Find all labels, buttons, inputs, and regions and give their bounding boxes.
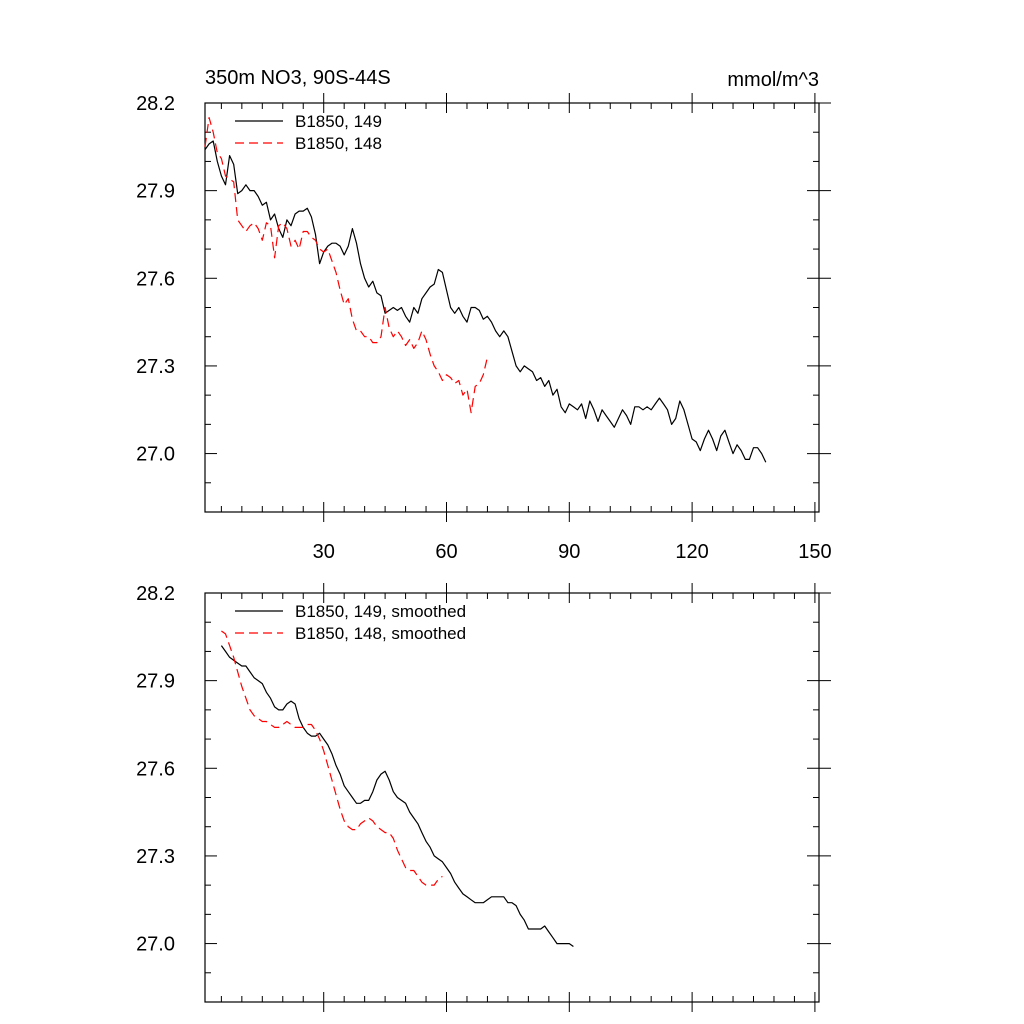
x-tick-label: 60 — [435, 541, 457, 563]
legend-label-1: B1850, 149 — [295, 112, 382, 131]
y-tick-label: 28.2 — [136, 583, 175, 605]
x-tick-label: 120 — [675, 541, 708, 563]
figure-title: 350m NO3, 90S-44S — [205, 67, 391, 89]
y-tick-label: 27.0 — [136, 444, 175, 466]
units-label: mmol/m^3 — [727, 69, 819, 91]
x-tick-label: 30 — [313, 541, 335, 563]
series-line-1 — [220, 645, 574, 947]
y-tick-label: 27.3 — [136, 846, 175, 868]
series-line-1 — [204, 140, 767, 463]
y-tick-label: 27.6 — [136, 268, 175, 290]
series-line-2 — [204, 116, 488, 414]
panel-smoothed: 27.0 27.3 27.6 27.9 28.2 B1850, 149, smoothed… — [136, 583, 831, 1012]
y-tick-label: 27.6 — [136, 758, 175, 780]
y-tick-label: 27.3 — [136, 356, 175, 378]
legend-label-2: B1850, 148, smoothed — [295, 624, 466, 643]
y-tick-label: 27.0 — [136, 934, 175, 956]
y-tick-label: 28.2 — [136, 93, 175, 115]
legend-label-2: B1850, 148 — [295, 134, 382, 153]
y-tick-label: 27.9 — [136, 181, 175, 203]
y-tick-label: 27.9 — [136, 671, 175, 693]
series-line-2 — [221, 630, 443, 886]
x-tick-label: 90 — [558, 541, 580, 563]
x-tick-label: 150 — [798, 541, 831, 563]
panel-raw: 27.0 27.3 27.6 27.9 28.2 30 60 90 120 150 B1850, 1… — [136, 93, 832, 563]
legend-label-1: B1850, 149, smoothed — [295, 602, 466, 621]
